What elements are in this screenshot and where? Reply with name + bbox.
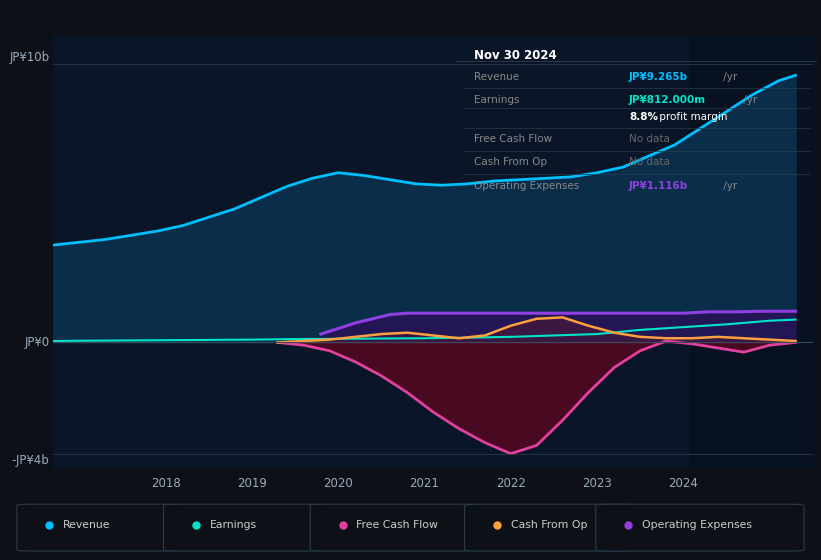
Text: Nov 30 2024: Nov 30 2024 [474,49,557,62]
Text: Revenue: Revenue [474,72,519,82]
Text: JP¥1.116b: JP¥1.116b [629,181,688,192]
Text: JP¥812.000m: JP¥812.000m [629,95,706,105]
Text: Earnings: Earnings [210,520,257,530]
Text: /yr: /yr [741,95,758,105]
FancyBboxPatch shape [310,504,480,551]
Text: profit margin: profit margin [656,112,727,122]
Text: Operating Expenses: Operating Expenses [474,181,579,192]
Bar [690,36,813,468]
Text: Revenue: Revenue [63,520,111,530]
FancyBboxPatch shape [17,504,179,551]
Text: Free Cash Flow: Free Cash Flow [356,520,438,530]
Text: 8.8%: 8.8% [629,112,658,122]
Text: Earnings: Earnings [474,95,519,105]
Text: JP¥0: JP¥0 [25,336,49,349]
Text: /yr: /yr [720,181,737,192]
Text: Cash From Op: Cash From Op [474,157,547,167]
Text: JP¥9.265b: JP¥9.265b [629,72,688,82]
Text: Operating Expenses: Operating Expenses [642,520,752,530]
Text: /yr: /yr [720,72,737,82]
FancyBboxPatch shape [163,504,326,551]
Text: -JP¥4b: -JP¥4b [11,454,49,466]
Text: No data: No data [629,134,670,144]
FancyBboxPatch shape [596,504,804,551]
Text: Cash From Op: Cash From Op [511,520,587,530]
Text: No data: No data [629,157,670,167]
FancyBboxPatch shape [465,504,635,551]
Text: JP¥10b: JP¥10b [10,51,49,64]
Text: Free Cash Flow: Free Cash Flow [474,134,552,144]
